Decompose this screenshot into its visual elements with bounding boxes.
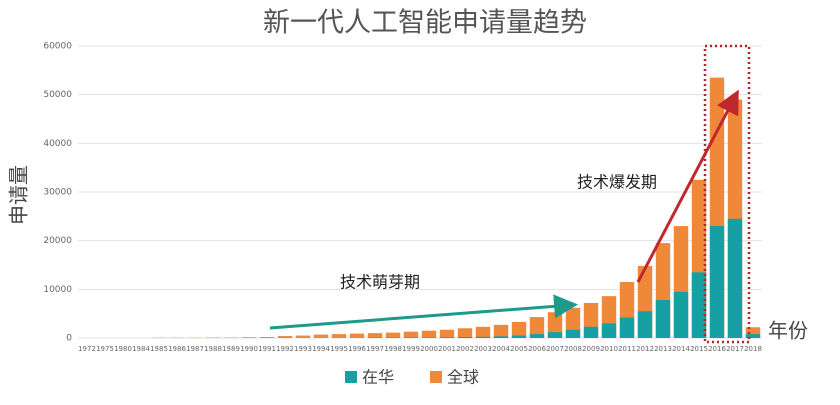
bar xyxy=(457,328,473,338)
bar xyxy=(439,337,455,338)
bar xyxy=(547,332,563,338)
x-tick-label: 2011 xyxy=(618,345,636,353)
bar xyxy=(493,336,509,338)
x-tick-label: 1988 xyxy=(204,345,222,353)
x-tick-label: 2017 xyxy=(726,345,744,353)
bar xyxy=(241,337,257,338)
x-tick-label: 1987 xyxy=(186,345,204,353)
bar xyxy=(745,327,761,338)
bar xyxy=(727,218,743,338)
x-tick-label: 2015 xyxy=(690,345,708,353)
x-tick-label: 2013 xyxy=(654,345,672,353)
x-axis-label: 年份 xyxy=(768,319,808,343)
x-tick-label: 2005 xyxy=(510,345,528,353)
x-tick-label: 2001 xyxy=(438,345,456,353)
bar xyxy=(439,329,455,338)
x-tick-label: 1997 xyxy=(366,345,384,353)
bar xyxy=(313,334,329,338)
x-tick-label: 1992 xyxy=(276,345,294,353)
highlight-box xyxy=(703,44,751,344)
bar xyxy=(493,324,509,338)
legend-swatch xyxy=(345,371,357,383)
bar xyxy=(637,311,653,338)
x-tick-label: 2003 xyxy=(474,345,492,353)
bar xyxy=(295,335,311,338)
bar xyxy=(349,333,365,338)
bar xyxy=(691,272,707,338)
x-tick-label: 2018 xyxy=(744,345,762,353)
bar xyxy=(259,337,275,338)
x-tick-label: 2000 xyxy=(420,345,438,353)
x-tick-label: 1999 xyxy=(402,345,420,353)
x-tick-label: 2007 xyxy=(546,345,564,353)
bar xyxy=(475,326,491,338)
x-tick-label: 1993 xyxy=(294,345,312,353)
trend-arrow xyxy=(636,89,739,283)
y-tick-label: 50000 xyxy=(43,90,72,100)
bar xyxy=(565,329,581,338)
bar xyxy=(457,337,473,338)
y-tick-label: 60000 xyxy=(43,42,72,52)
x-tick-label: 1972 xyxy=(78,345,96,353)
chart-title: 新一代人工智能申请量趋势 xyxy=(263,8,587,39)
bar xyxy=(547,312,563,338)
x-tick-label: 2002 xyxy=(456,345,474,353)
x-tick-label: 1986 xyxy=(168,345,186,353)
x-tick-label: 2009 xyxy=(582,345,600,353)
bar xyxy=(367,333,383,338)
y-tick-label: 20000 xyxy=(43,236,72,246)
legend-swatch xyxy=(430,371,442,383)
bar xyxy=(529,317,545,338)
y-axis-label: 申请量 xyxy=(7,165,31,225)
bar xyxy=(475,336,491,338)
x-tick-label: 1995 xyxy=(330,345,348,353)
bar xyxy=(601,323,617,338)
x-tick-label: 1998 xyxy=(384,345,402,353)
x-tick-label: 2008 xyxy=(564,345,582,353)
x-tick-label: 2010 xyxy=(600,345,618,353)
legend-label: 全球 xyxy=(447,368,479,387)
y-tick-label: 30000 xyxy=(43,188,72,198)
x-tick-label: 1980 xyxy=(114,345,132,353)
x-tick-label: 1984 xyxy=(132,345,150,353)
bar xyxy=(583,326,599,338)
x-tick-label: 2004 xyxy=(492,345,510,353)
legend-label: 在华 xyxy=(362,368,394,387)
y-tick-label: 0 xyxy=(66,334,72,344)
x-tick-label: 1975 xyxy=(96,345,114,353)
bar xyxy=(511,335,527,338)
y-tick-label: 40000 xyxy=(43,139,72,149)
x-tick-label: 1989 xyxy=(222,345,240,353)
annotation: 技术爆发期 xyxy=(577,173,657,192)
x-tick-label: 2016 xyxy=(708,345,726,353)
x-tick-label: 1985 xyxy=(150,345,168,353)
x-tick-label: 1996 xyxy=(348,345,366,353)
bar xyxy=(277,336,293,338)
x-tick-label: 1990 xyxy=(240,345,258,353)
bar xyxy=(385,332,401,338)
bar xyxy=(511,321,527,338)
bar xyxy=(655,300,671,338)
bar xyxy=(331,334,347,338)
bar xyxy=(529,334,545,338)
trend-arrow xyxy=(269,294,578,330)
x-tick-label: 2006 xyxy=(528,345,546,353)
x-tick-label: 1994 xyxy=(312,345,330,353)
bar xyxy=(709,226,725,338)
bar xyxy=(745,334,761,338)
x-tick-label: 2014 xyxy=(672,345,690,353)
bar xyxy=(619,317,635,338)
bar xyxy=(673,291,689,338)
y-tick-label: 10000 xyxy=(43,285,72,295)
annotation: 技术萌芽期 xyxy=(340,273,420,292)
x-tick-label: 2012 xyxy=(636,345,654,353)
bar xyxy=(403,331,419,338)
x-tick-label: 1991 xyxy=(258,345,276,353)
bar xyxy=(421,330,437,338)
